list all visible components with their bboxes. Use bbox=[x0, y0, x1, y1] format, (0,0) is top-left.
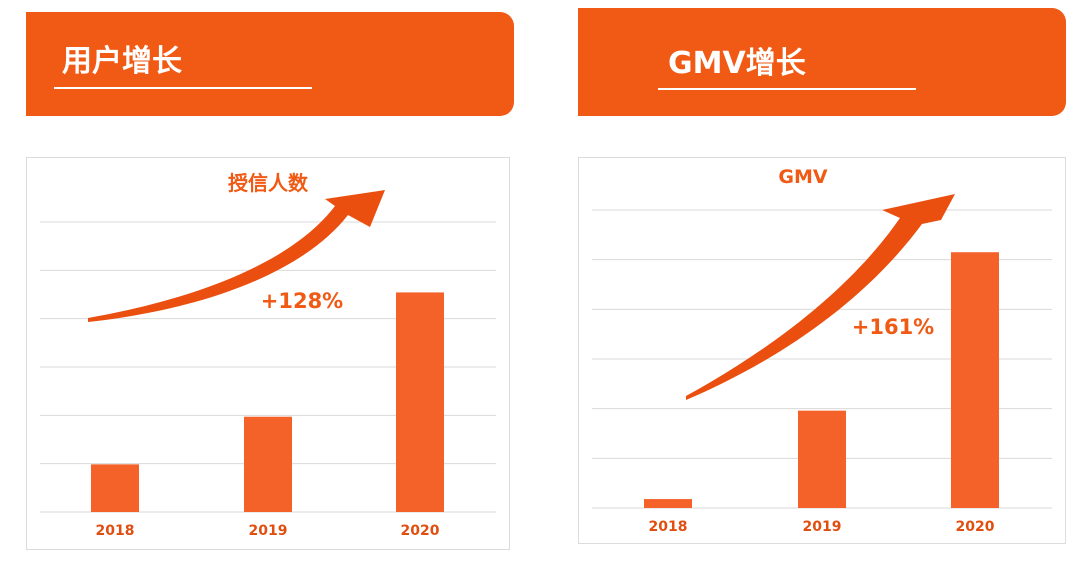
section-title-user-growth: 用户增长 bbox=[62, 44, 182, 79]
bar-2020 bbox=[951, 252, 999, 508]
bar-2020 bbox=[396, 292, 444, 512]
x-tick-label: 2018 bbox=[96, 523, 135, 539]
header-banner-right: GMV增长 bbox=[578, 8, 1066, 116]
growth-annotation: +161% bbox=[852, 315, 934, 339]
chart-title: GMV bbox=[778, 166, 828, 188]
bar-2018 bbox=[91, 464, 139, 512]
chart-title: 授信人数 bbox=[228, 171, 309, 195]
growth-arrow-icon bbox=[686, 194, 955, 400]
section-title-gmv-growth: GMV增长 bbox=[668, 46, 806, 81]
bar-2019 bbox=[798, 410, 846, 508]
x-tick-label: 2020 bbox=[401, 523, 440, 539]
header-banner-left: 用户增长 bbox=[26, 12, 514, 116]
title-underline bbox=[54, 87, 312, 89]
x-tick-label: 2020 bbox=[956, 519, 995, 535]
growth-annotation: +128% bbox=[261, 289, 343, 313]
x-tick-label: 2018 bbox=[649, 519, 688, 535]
growth-arrow-icon bbox=[88, 190, 385, 322]
x-tick-label: 2019 bbox=[803, 519, 842, 535]
bar-2019 bbox=[244, 416, 292, 512]
bar-2018 bbox=[644, 499, 692, 508]
x-tick-label: 2019 bbox=[249, 523, 288, 539]
title-underline bbox=[658, 88, 916, 90]
